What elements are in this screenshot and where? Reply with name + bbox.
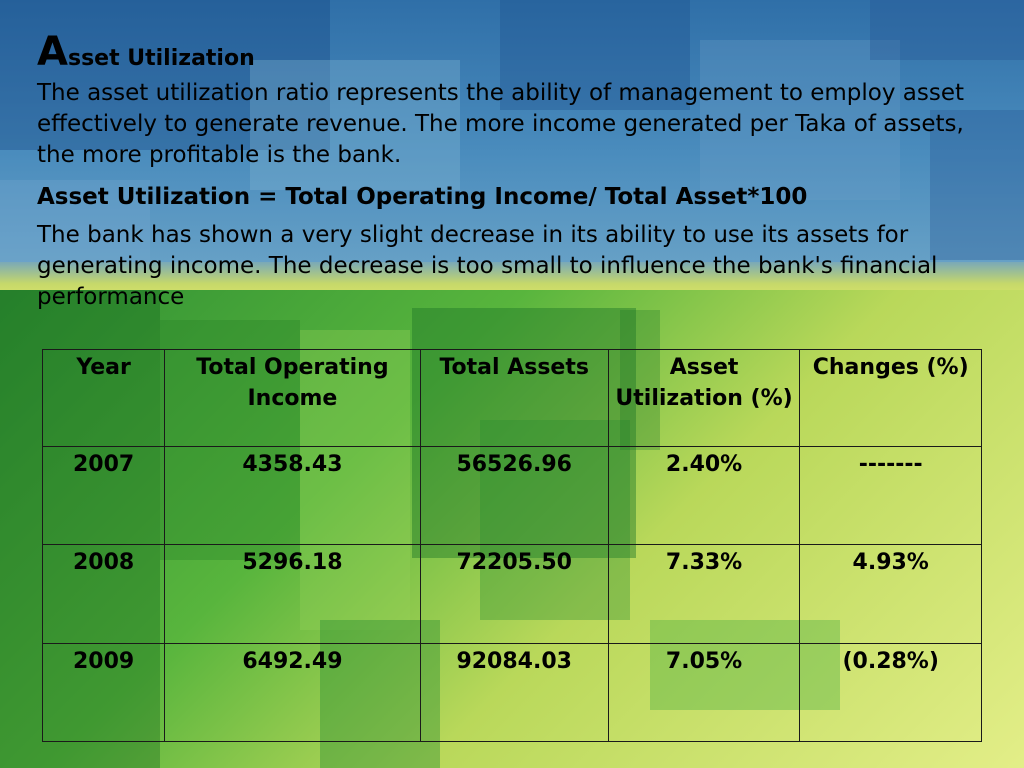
cell-total-assets: 56526.96 (419, 445, 609, 546)
cell-total-assets: 72205.50 (419, 544, 609, 644)
intro-paragraph: The asset utilization ratio represents t… (37, 80, 964, 168)
header-changes: Changes (%) (799, 349, 982, 447)
header-asset-utilization: Asset Utilization (%) (607, 349, 801, 447)
cell-asset-utilization: 2.40% (607, 445, 801, 546)
title-rest: sset Utilization (67, 46, 255, 71)
asset-utilization-table: Year Total Operating Income Total Assets… (41, 349, 982, 743)
cell-total-operating-income: 4358.43 (164, 445, 421, 546)
cell-changes: 4.93% (799, 544, 982, 644)
cell-asset-utilization: 7.05% (607, 642, 801, 743)
cell-year: 2007 (41, 445, 166, 546)
cell-total-operating-income: 5296.18 (164, 544, 421, 644)
cell-changes: ------- (799, 445, 982, 546)
background-blue-band (0, 0, 1024, 278)
slide-title: Asset Utilization (37, 32, 255, 73)
header-total-operating-income: Total Operating Income (164, 349, 421, 447)
cell-changes: (0.28%) (799, 642, 982, 743)
table-row: 2008 5296.18 72205.50 7.33% 4.93% (41, 544, 982, 644)
title-initial: A (37, 29, 68, 75)
cell-total-operating-income: 6492.49 (164, 642, 421, 743)
formula: Asset Utilization = Total Operating Inco… (37, 184, 808, 210)
cell-total-assets: 92084.03 (419, 642, 609, 743)
conclusion-paragraph: The bank has shown a very slight decreas… (37, 222, 938, 310)
header-year: Year (41, 349, 166, 447)
cell-asset-utilization: 7.33% (607, 544, 801, 644)
table-row: 2007 4358.43 56526.96 2.40% ------- (41, 445, 982, 546)
table-row: 2009 6492.49 92084.03 7.05% (0.28%) (41, 642, 982, 743)
cell-year: 2009 (41, 642, 166, 743)
header-total-assets: Total Assets (419, 349, 609, 447)
table-header-row: Year Total Operating Income Total Assets… (41, 349, 982, 447)
cell-year: 2008 (41, 544, 166, 644)
